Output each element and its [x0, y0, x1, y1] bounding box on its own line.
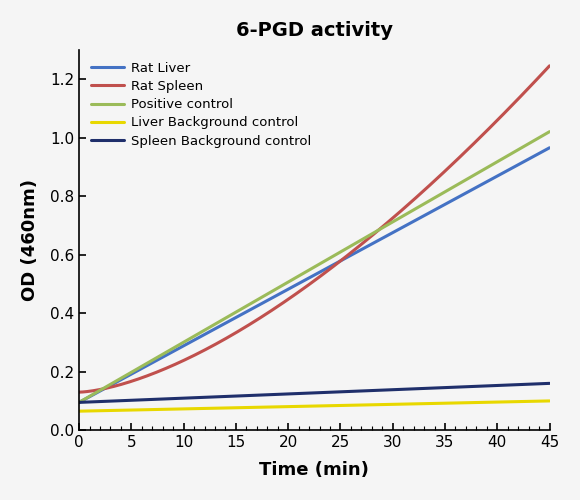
Spleen Background control [302, 390, 309, 396]
Rat Spleen [75, 389, 82, 395]
Liver Background control [356, 402, 362, 408]
Rat Spleen [535, 75, 542, 81]
Positive control [356, 238, 362, 244]
Liver Background control [299, 404, 306, 409]
Positive control [535, 135, 542, 141]
Liver Background control [535, 398, 542, 404]
Spleen Background control [330, 389, 337, 395]
Legend: Rat Liver, Rat Spleen, Positive control, Liver Background control, Spleen Backgr: Rat Liver, Rat Spleen, Positive control,… [86, 56, 316, 153]
Positive control [299, 271, 306, 277]
Liver Background control [302, 403, 309, 409]
Liver Background control [330, 402, 337, 408]
Rat Liver [546, 145, 553, 151]
Positive control [302, 269, 309, 275]
Line: Positive control: Positive control [79, 132, 549, 402]
Rat Spleen [461, 150, 468, 156]
Positive control [546, 128, 553, 134]
Positive control [330, 253, 337, 259]
Liver Background control [546, 398, 553, 404]
Positive control [75, 400, 82, 406]
Rat Liver [75, 400, 82, 406]
Spleen Background control [535, 381, 542, 387]
Rat Liver [299, 278, 306, 284]
Line: Spleen Background control: Spleen Background control [79, 384, 549, 402]
Line: Liver Background control: Liver Background control [79, 401, 549, 411]
Spleen Background control [299, 390, 306, 396]
Rat Spleen [546, 63, 553, 69]
Y-axis label: OD (460nm): OD (460nm) [21, 179, 39, 301]
X-axis label: Time (min): Time (min) [259, 461, 369, 479]
Spleen Background control [461, 384, 468, 390]
Spleen Background control [546, 380, 553, 386]
Rat Spleen [299, 286, 306, 292]
Liver Background control [75, 408, 82, 414]
Liver Background control [461, 400, 468, 406]
Rat Spleen [302, 284, 309, 290]
Rat Liver [461, 190, 468, 196]
Line: Rat Spleen: Rat Spleen [79, 66, 549, 392]
Rat Spleen [330, 263, 337, 269]
Line: Rat Liver: Rat Liver [79, 148, 549, 403]
Positive control [461, 178, 468, 184]
Rat Liver [535, 151, 542, 157]
Spleen Background control [356, 388, 362, 394]
Rat Spleen [356, 243, 362, 249]
Rat Liver [356, 248, 362, 254]
Title: 6-PGD activity: 6-PGD activity [236, 21, 393, 40]
Rat Liver [302, 277, 309, 283]
Rat Liver [330, 262, 337, 268]
Spleen Background control [75, 400, 82, 406]
